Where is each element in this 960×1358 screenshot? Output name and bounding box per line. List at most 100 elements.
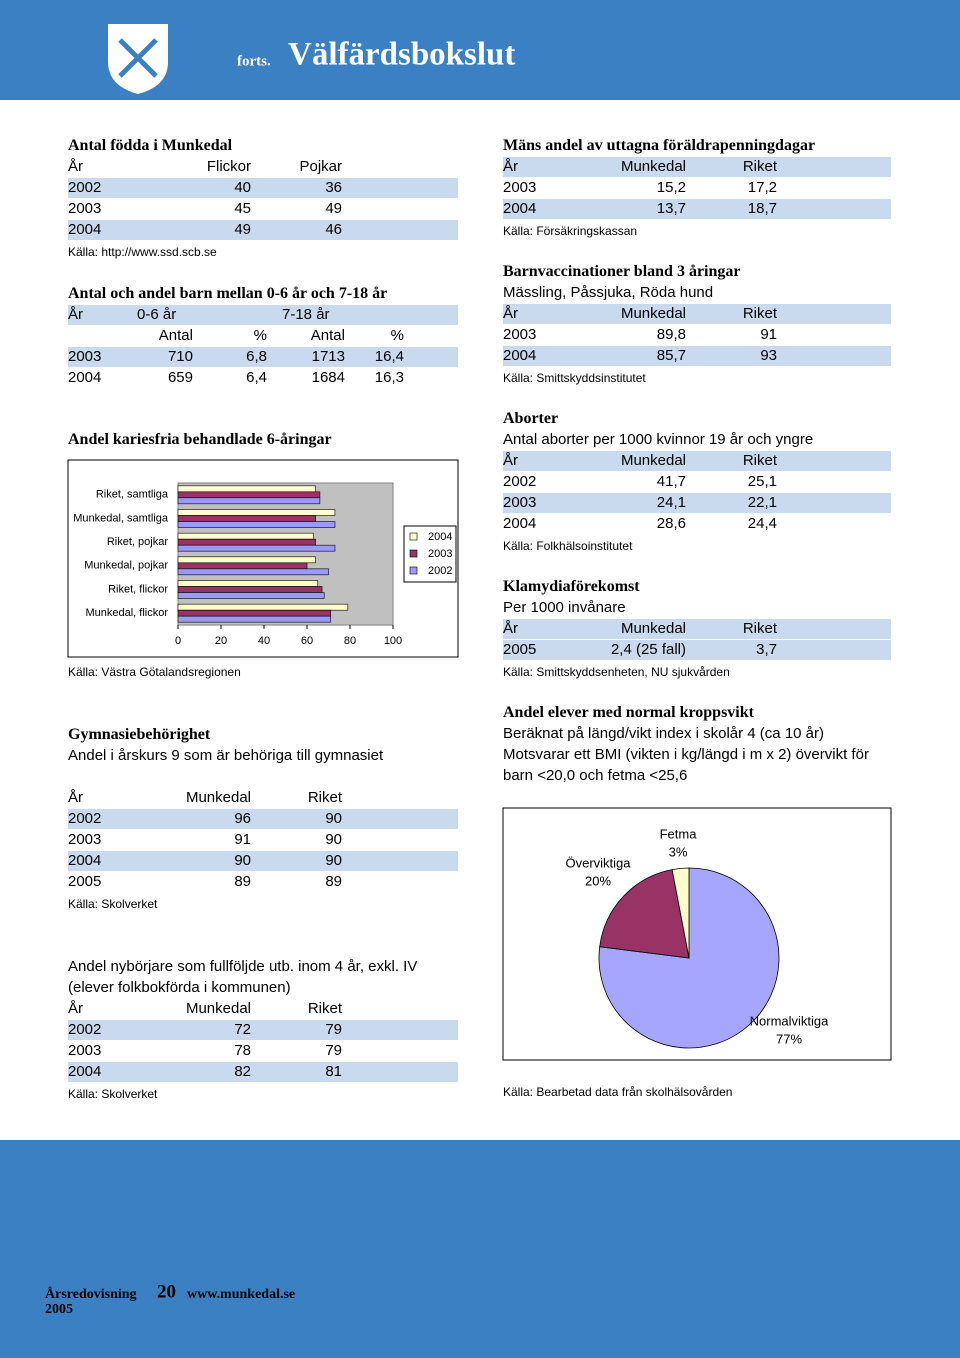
row-shade — [68, 1062, 458, 1082]
table-cell: 85,7 — [656, 347, 686, 364]
table-header: 0-6 år — [137, 306, 177, 323]
section-text: Andel nybörjare som fullföljde utb. inom… — [68, 958, 418, 975]
table-cell: 24,1 — [656, 494, 686, 511]
row-shade — [68, 1020, 458, 1040]
slice-value: 77% — [776, 1031, 802, 1046]
legend-swatch — [409, 566, 418, 575]
footer-url: www.munkedal.se — [187, 1287, 295, 1302]
row-shade — [68, 178, 458, 198]
header-prefix: forts. — [237, 53, 271, 69]
row-shade — [503, 619, 891, 639]
section-text: Motsvarar ett BMI (vikten i kg/längd i m… — [503, 746, 869, 763]
row-shade — [503, 346, 891, 366]
table-cell: 91 — [760, 326, 777, 343]
bar — [177, 562, 308, 570]
table-cell: 36 — [325, 179, 342, 196]
table-cell: 78 — [234, 1042, 251, 1059]
table-cell: 91 — [234, 831, 251, 848]
table-cell: 40 — [234, 179, 251, 196]
source: Källa: Smittskyddsenheten, NU sjukvården — [503, 665, 730, 679]
table-cell: 2004 — [68, 369, 102, 386]
y-tick-label: Munkedal, samtliga — [73, 512, 169, 524]
table-cell: 16,4 — [374, 348, 404, 365]
table-cell: 22,1 — [747, 494, 777, 511]
bar — [177, 485, 316, 493]
x-tick-label: 20 — [215, 635, 227, 647]
table-header: Riket — [742, 452, 777, 469]
row-shade — [68, 809, 458, 829]
table-cell: 89 — [325, 873, 342, 890]
header-title: Välfärdsbokslut — [288, 37, 515, 73]
x-tick-label: 80 — [344, 635, 356, 647]
section-title: Andel elever med normal kroppsvikt — [503, 704, 754, 721]
section-text: (elever folkbokförda i kommunen) — [68, 979, 291, 996]
y-tick-label: Munkedal, flickor — [85, 607, 168, 619]
table-header: År — [503, 305, 518, 322]
row-shade — [503, 451, 891, 471]
table-cell: 45 — [234, 200, 251, 217]
table-cell: 2003 — [503, 326, 537, 343]
section-title: Klamydiaförekomst — [503, 578, 640, 595]
table-subheader: % — [390, 327, 404, 344]
table-cell: 2004 — [68, 852, 102, 869]
table-cell: 710 — [167, 348, 193, 365]
slice-label: Överviktiga — [565, 855, 631, 870]
bar — [177, 509, 336, 516]
bar — [177, 568, 329, 576]
table-cell: 1684 — [311, 369, 345, 386]
table-header: Munkedal — [620, 158, 686, 175]
table-cell: 18,7 — [747, 200, 777, 217]
table-header: Flickor — [206, 158, 251, 175]
legend-swatch — [409, 549, 418, 558]
source: Källa: http://www.ssd.scb.se — [68, 245, 217, 259]
bar — [177, 515, 316, 522]
table-cell: 90 — [325, 852, 342, 869]
table-cell: 2003 — [503, 494, 537, 511]
logo-tools — [118, 38, 158, 78]
table-header: Munkedal — [185, 789, 251, 806]
table-cell: 46 — [325, 221, 342, 238]
table-cell: 28,6 — [656, 515, 686, 532]
table-cell: 2002 — [68, 179, 102, 196]
table-cell: 15,2 — [656, 179, 686, 196]
table-cell: 72 — [234, 1021, 251, 1038]
table-header: Pojkar — [299, 158, 342, 175]
row-shade — [503, 199, 891, 219]
table-cell: 41,7 — [656, 473, 686, 490]
table-subheader: Antal — [158, 327, 193, 344]
table-cell: 2003 — [68, 1042, 102, 1059]
table-header: År — [68, 789, 83, 806]
chart-title: Andel kariesfria behandlade 6-åringar — [68, 431, 332, 448]
table-cell: 90 — [325, 831, 342, 848]
legend-label: 2003 — [428, 548, 452, 560]
bar — [177, 592, 325, 599]
table-cell: 2002 — [68, 810, 102, 827]
y-tick-label: Riket, samtliga — [96, 489, 169, 501]
footer-page: 20 — [157, 1281, 176, 1302]
y-tick-label: Riket, flickor — [108, 583, 168, 595]
table-cell: 89,8 — [656, 326, 686, 343]
table-header: Riket — [307, 789, 342, 806]
pie-slice — [671, 867, 690, 959]
slice-value: 3% — [669, 844, 688, 859]
source: Källa: Västra Götalandsregionen — [68, 665, 241, 679]
source: Källa: Folkhälsoinstitutet — [503, 539, 633, 553]
table-cell: 2004 — [503, 200, 537, 217]
bar — [177, 603, 349, 611]
section-title: Mäns andel av uttagna föräldrapenningdag… — [503, 137, 816, 154]
source: Källa: Försäkringskassan — [503, 224, 638, 238]
x-tick-label: 60 — [301, 635, 313, 647]
table-subheader: % — [253, 327, 267, 344]
bar — [177, 532, 314, 540]
bar — [177, 497, 321, 505]
section-text: Per 1000 invånare — [503, 599, 626, 616]
table-header: Munkedal — [620, 305, 686, 322]
bar — [177, 580, 319, 587]
table-cell: 1713 — [311, 348, 345, 365]
row-shade — [503, 304, 891, 324]
section-title: Antal och andel barn mellan 0-6 år och 7… — [68, 285, 388, 302]
table-header: Munkedal — [620, 452, 686, 469]
row-shade — [68, 851, 458, 871]
table-header: Riket — [742, 158, 777, 175]
